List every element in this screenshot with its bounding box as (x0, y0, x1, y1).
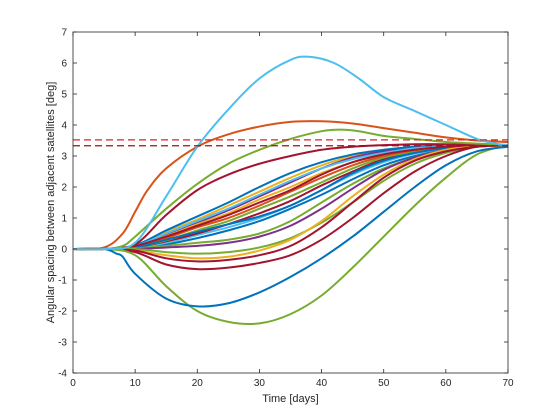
y-axis-ticks: -4 -3 -2 -1 0 1 2 3 4 5 6 7 (58, 28, 508, 380)
series-layer (72, 55, 509, 326)
series-line-3 (72, 128, 509, 251)
x-axis-label: Time [days] (262, 393, 318, 405)
plot-frame (72, 31, 509, 374)
y-tick-label: -4 (58, 369, 67, 380)
x-tick-label: 50 (378, 378, 390, 389)
series-line-13 (72, 144, 509, 251)
series-line-2 (72, 120, 509, 251)
y-tick-label: 6 (61, 59, 67, 70)
x-tick-label: 20 (192, 378, 204, 389)
plot-area (73, 32, 508, 373)
y-tick-label: 2 (61, 183, 67, 194)
series-line-7 (72, 144, 509, 263)
y-tick-label: 0 (61, 245, 67, 256)
x-tick-label: 0 (70, 378, 76, 389)
x-tick-label: 40 (316, 378, 328, 389)
series-line-1 (72, 55, 509, 251)
x-tick-label: 70 (502, 378, 514, 389)
x-tick-label: 60 (440, 378, 452, 389)
y-tick-label: 5 (61, 90, 67, 101)
y-axis-label: Angular spacing between adjacent satelli… (45, 82, 57, 324)
series-line-14 (72, 144, 509, 251)
y-tick-label: -3 (58, 338, 67, 349)
y-tick-label: 3 (61, 152, 67, 163)
y-tick-label: -1 (58, 276, 67, 287)
reference-lines (73, 139, 508, 147)
y-tick-label: 7 (61, 28, 67, 39)
y-tick-label: 4 (61, 121, 67, 132)
series-line-9 (73, 144, 509, 255)
y-tick-label: -2 (58, 307, 67, 318)
x-tick-label: 30 (254, 378, 266, 389)
series-line-6 (72, 144, 509, 271)
x-tick-label: 10 (130, 378, 142, 389)
x-axis-ticks: 0 10 20 30 40 50 60 70 (70, 32, 514, 389)
y-tick-label: 1 (61, 214, 67, 225)
series-line-4 (72, 145, 509, 308)
series-line-12 (72, 143, 509, 251)
series-line-5 (72, 144, 509, 326)
